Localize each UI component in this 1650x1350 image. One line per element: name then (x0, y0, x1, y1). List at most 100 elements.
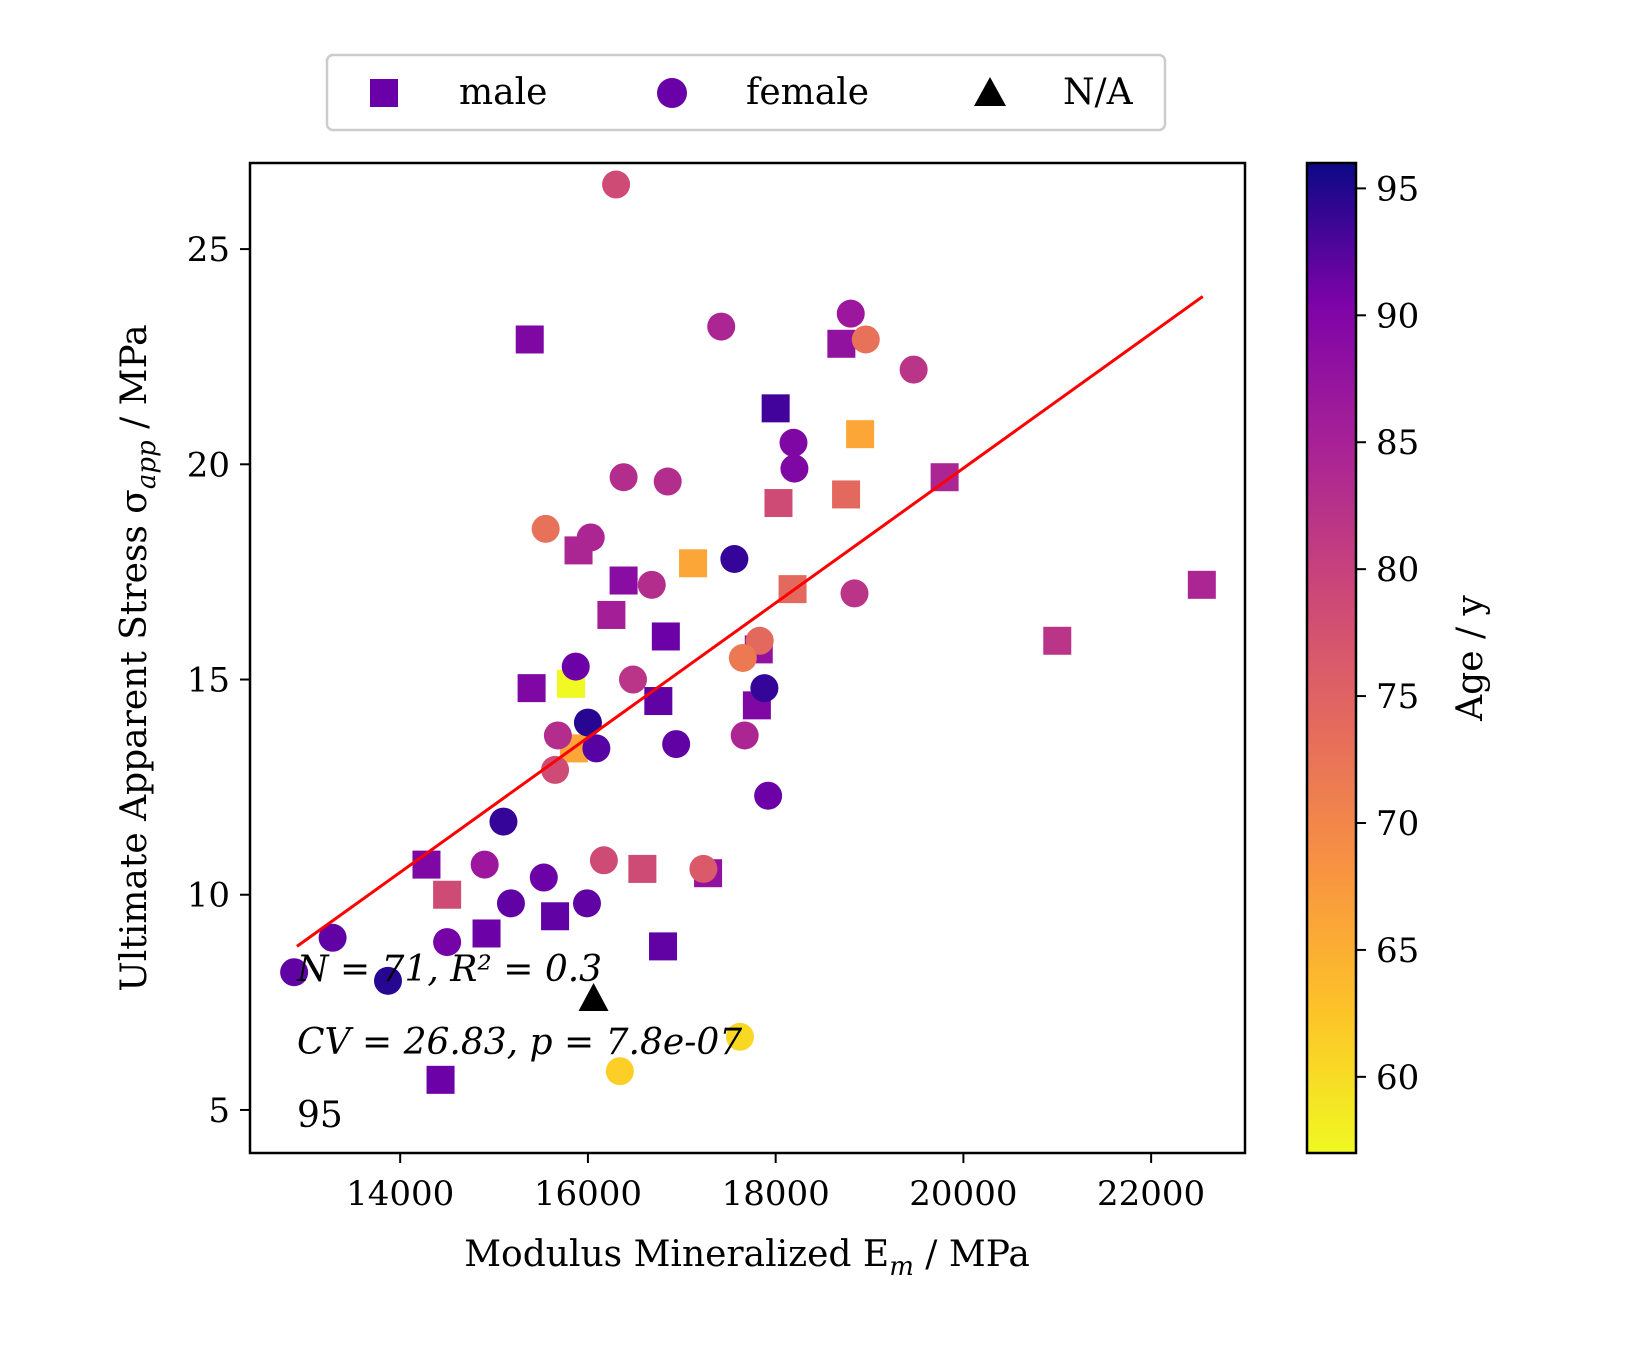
point-female-3 (851, 325, 880, 354)
point-male-25 (472, 919, 501, 948)
point-female-32 (572, 889, 601, 918)
colorbar-ticks: 60 65 70 75 80 85 90 95 (1356, 169, 1419, 1098)
point-female-6 (780, 454, 809, 483)
y-axis: 5 10 15 20 25 (187, 230, 250, 1131)
colorbar-tick-label-7: 95 (1376, 169, 1419, 209)
colorbar: 60 65 70 75 80 85 90 95 Age / y (1305, 161, 1491, 1155)
point-female-16 (561, 652, 590, 681)
colorbar-gradient (1305, 161, 1358, 1155)
legend-male-marker (370, 79, 398, 107)
legend: male female N/A (325, 53, 1167, 132)
point-male-22 (433, 880, 462, 909)
point-female-5 (779, 428, 808, 457)
colorbar-tick-label-2: 70 (1376, 804, 1419, 844)
point-male-6 (832, 480, 861, 509)
legend-frame (325, 53, 1167, 132)
colorbar-tick-label-0: 60 (1376, 1058, 1419, 1098)
x-axis-label-sub: m (889, 1252, 914, 1282)
point-female-28 (589, 846, 618, 875)
colorbar-tick-label-3: 75 (1376, 677, 1419, 717)
y-tick-label-1: 10 (187, 876, 230, 916)
annotation-n-r2: N = 71, R² = 0.3 (296, 949, 602, 990)
point-female-30 (529, 863, 558, 892)
legend-na-label: N/A (1063, 72, 1134, 113)
colorbar-tick-label-1: 65 (1376, 931, 1419, 971)
x-tick-label-4: 22000 (1097, 1174, 1205, 1214)
point-female-11 (720, 545, 749, 573)
legend-male-label: male (459, 72, 547, 113)
point-female-21 (582, 734, 611, 763)
colorbar-tick-label-6: 90 (1376, 296, 1419, 336)
point-female-27 (470, 850, 499, 879)
y-tick-label-4: 25 (187, 230, 230, 270)
legend-female-label: female (746, 72, 869, 113)
point-female-8 (653, 467, 682, 496)
point-male-8 (679, 549, 708, 578)
data-points (280, 170, 1216, 1094)
colorbar-label: Age / y (1450, 594, 1491, 721)
x-axis-label-unit: / MPa (914, 1234, 1030, 1275)
x-tick-label-2: 18000 (722, 1174, 830, 1214)
point-female-2 (836, 299, 865, 328)
point-female-35 (280, 958, 309, 987)
colorbar-tick-label-4: 80 (1376, 550, 1419, 590)
annotation-cv-p: CV = 26.83, p = 7.8e-07 (297, 1022, 742, 1063)
y-axis-label-unit: / MPa (114, 324, 155, 440)
point-female-14 (745, 626, 774, 655)
point-female-4 (899, 355, 928, 384)
point-male-13 (651, 622, 680, 651)
point-male-15 (1043, 626, 1072, 655)
x-axis-label: Modulus Mineralized Em / MPa (464, 1234, 1030, 1282)
plot-frame (248, 161, 1247, 1155)
x-tick-label-0: 14000 (346, 1174, 454, 1214)
point-female-20 (543, 721, 572, 750)
point-female-18 (750, 674, 779, 703)
point-female-22 (662, 730, 691, 759)
point-male-5 (764, 489, 793, 518)
point-male-0 (515, 325, 544, 354)
point-female-10 (576, 523, 605, 552)
point-female-0 (602, 170, 631, 199)
point-female-25 (754, 781, 783, 810)
point-male-16 (517, 674, 546, 703)
point-female-12 (637, 570, 666, 599)
point-female-1 (707, 312, 736, 341)
point-male-10 (609, 566, 638, 595)
point-male-26 (541, 902, 570, 931)
point-female-7 (609, 463, 638, 492)
point-female-38 (605, 1057, 634, 1086)
point-male-2 (761, 394, 790, 423)
x-axis: 14000 16000 18000 20000 22000 (346, 1153, 1205, 1214)
legend-female-marker (657, 78, 687, 108)
x-axis-label-main: Modulus Mineralized E (464, 1234, 889, 1275)
y-tick-label-3: 20 (187, 445, 230, 485)
point-female-34 (433, 928, 462, 957)
point-female-13 (840, 579, 869, 608)
x-tick-label-3: 20000 (909, 1174, 1017, 1214)
point-male-11 (1187, 570, 1216, 599)
y-tick-label-0: 5 (208, 1091, 230, 1131)
point-male-23 (628, 854, 657, 883)
y-tick-label-2: 15 (187, 661, 230, 701)
regression-line (296, 295, 1204, 948)
point-male-3 (846, 420, 875, 449)
point-female-17 (618, 665, 647, 694)
point-male-1 (827, 329, 856, 358)
point-female-31 (496, 889, 525, 918)
y-axis-label: Ultimate Apparent Stress σapp / MPa (114, 324, 162, 991)
y-axis-label-main: Ultimate Apparent Stress σ (114, 489, 155, 991)
point-male-18 (644, 687, 673, 716)
point-male-12 (597, 600, 626, 629)
point-female-19 (573, 708, 602, 737)
y-axis-label-sub: app (132, 440, 162, 489)
point-na-0 (578, 983, 609, 1012)
point-female-23 (730, 721, 759, 750)
point-female-9 (531, 514, 560, 543)
point-female-26 (489, 807, 518, 836)
annotation-95: 95 (297, 1095, 343, 1136)
point-female-24 (541, 755, 570, 784)
legend-na-marker (974, 77, 1006, 106)
point-female-37 (725, 1022, 754, 1051)
point-male-28 (426, 1065, 455, 1094)
